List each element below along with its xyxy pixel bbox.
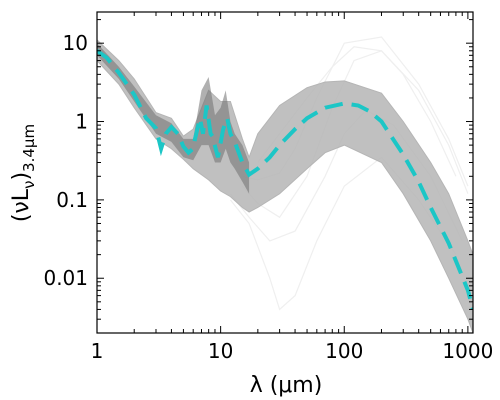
x-axis-title: λ (μm) <box>250 373 323 398</box>
x-tick-label: 1000 <box>442 339 493 363</box>
y-tick-label: 0.01 <box>43 266 88 290</box>
y-tick-label: 1 <box>75 110 88 134</box>
x-tick-labels: 1 10 100 1000 <box>91 339 494 363</box>
y-axis-title-main: (νL <box>9 188 34 222</box>
y-tick-label: 10 <box>63 31 88 55</box>
y-tick-labels: 0.01 0.1 1 10 <box>43 31 88 290</box>
x-tick-label: 1 <box>91 339 104 363</box>
axis-ticks <box>96 12 473 334</box>
y-tick-label: 0.1 <box>56 188 88 212</box>
x-tick-label: 10 <box>208 339 233 363</box>
y-axis-title: (νLν)3.4μm <box>9 124 38 222</box>
envelope-band <box>97 39 473 333</box>
y-axis-title-sub: 3.4μm <box>20 124 38 172</box>
y-axis-title-close: ) <box>9 172 34 181</box>
dense-core-band <box>97 43 250 194</box>
plot-frame <box>96 11 474 334</box>
y-axis-title-nu: ν <box>20 181 38 189</box>
plot-area <box>97 36 473 333</box>
x-tick-label: 100 <box>325 339 363 363</box>
